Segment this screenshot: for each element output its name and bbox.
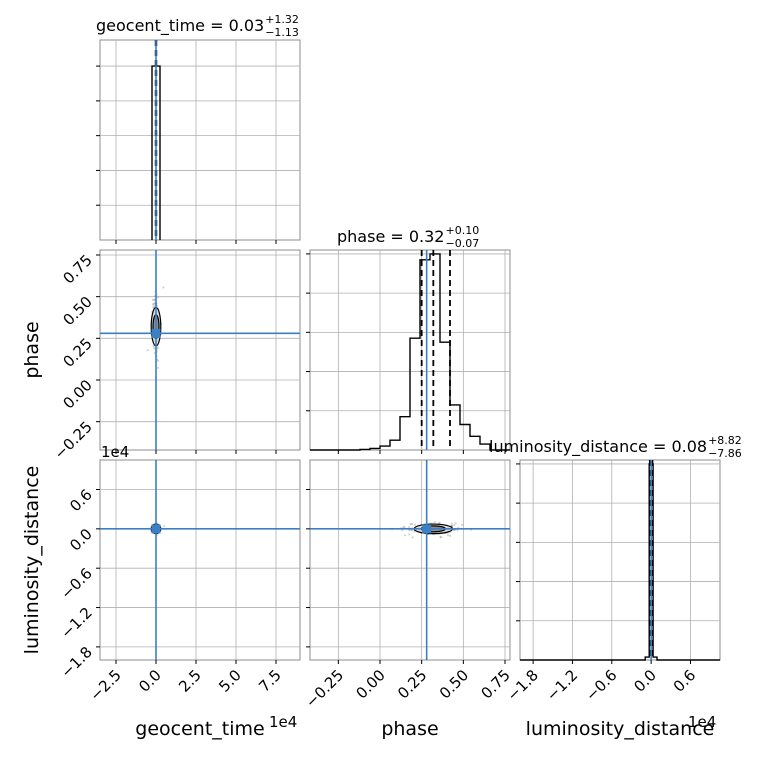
xticklabel-luminosity_distance-3: 0.0 <box>630 666 660 696</box>
title-phase-plus: +0.10 <box>445 224 479 237</box>
scatter-point <box>440 536 443 539</box>
scatter-point <box>409 529 412 532</box>
yticklabel-luminosity_distance-0: −1.8 <box>57 643 95 681</box>
title-geocent-time: geocent_time = 0.03 <box>96 16 264 36</box>
xlabel-geocent-time: geocent_time <box>135 718 264 740</box>
scatter-point <box>409 523 412 526</box>
scatter-point <box>152 303 155 306</box>
scatter-point <box>408 533 411 536</box>
panel-frame-1-0 <box>99 249 301 451</box>
xticklabel-luminosity_distance-2: −0.6 <box>582 666 620 704</box>
yticklabel-phase-4: 0.75 <box>59 251 95 287</box>
scatter-point <box>152 306 155 309</box>
xticklabel-luminosity_distance-4: 0.6 <box>670 666 700 696</box>
xticklabel-phase-2: 0.25 <box>394 666 430 702</box>
scatter-point <box>153 298 156 301</box>
panel-frame-0-0 <box>99 39 301 241</box>
scatter-point <box>438 521 441 525</box>
scatter-point <box>153 347 156 350</box>
truth-marker <box>151 524 161 534</box>
scatter-point <box>151 298 154 301</box>
histogram-luminosity_distance <box>520 463 720 661</box>
data-marks <box>100 40 720 661</box>
scatter-point <box>403 525 406 529</box>
yticklabel-phase-1: 0.00 <box>59 376 95 412</box>
yticklabel-phase-0: −0.25 <box>51 418 96 463</box>
yticklabel-luminosity_distance-1: −1.2 <box>57 604 95 642</box>
yticklabel-luminosity_distance-2: −0.6 <box>57 564 95 602</box>
yticklabel-phase-2: 0.25 <box>59 334 95 370</box>
scatter-point <box>152 345 155 348</box>
scatter-point <box>448 534 452 537</box>
scatter-point <box>402 526 405 529</box>
panel-2d-luminosity_distance-vs-phase <box>310 460 510 660</box>
scatter-point <box>446 534 450 537</box>
xlabel-luminosity-distance: luminosity_distance <box>526 718 715 740</box>
xticklabel-phase-0: −0.25 <box>302 666 347 711</box>
title-luminosity-distance-minus: −7.86 <box>708 447 742 460</box>
scatter-point <box>156 346 160 349</box>
offset-text-luminosity-distance-x: 1e4 <box>688 713 716 731</box>
scatter-point <box>439 535 442 539</box>
xticklabel-geocent_time-1: 0.0 <box>135 666 165 696</box>
panel-frames <box>99 39 721 661</box>
panel-2d-phase-vs-geocent_time <box>100 250 300 450</box>
panel-frame-2-0 <box>99 459 301 661</box>
truth-marker <box>422 524 432 534</box>
xticklabel-geocent_time-2: 2.5 <box>175 666 205 696</box>
scatter-point <box>453 523 456 527</box>
scatter-point <box>162 286 165 289</box>
xticklabel-geocent_time-3: 5.0 <box>215 666 245 696</box>
panel-frame-2-1 <box>309 459 511 661</box>
truth-marker <box>151 328 161 338</box>
xticklabel-luminosity_distance-0: −1.8 <box>503 666 541 704</box>
panel-frame-2-2 <box>519 459 721 661</box>
scatter-point <box>156 296 160 299</box>
panel-frame-1-1 <box>309 249 511 451</box>
yticklabel-luminosity_distance-3: 0.0 <box>66 525 96 555</box>
xlabel-phase: phase <box>381 718 438 740</box>
xticklabel-luminosity_distance-1: −1.2 <box>543 666 581 704</box>
tick-labels: −2.5 0.0 2.5 5.0 7.5 −0.25 0.00 0.25 0.50 0.75−1.… <box>51 251 700 711</box>
title-phase-minus: −0.07 <box>445 237 479 250</box>
panel-2d-luminosity_distance-vs-geocent_time <box>100 460 300 660</box>
yticklabel-phase-3: 0.50 <box>59 293 95 329</box>
scatter-point <box>156 359 159 362</box>
histogram-phase <box>310 253 510 451</box>
offset-text-luminosity-distance-y: 1e4 <box>101 443 129 461</box>
scatter-point <box>454 522 457 525</box>
xticklabel-geocent_time-0: −2.5 <box>86 666 124 704</box>
title-geocent-time-minus: −1.13 <box>265 26 299 39</box>
tick-marks <box>96 65 691 664</box>
ylabel-luminosity-distance: luminosity_distance <box>21 466 43 655</box>
scatter-point <box>157 366 160 369</box>
title-phase: phase = 0.32 <box>337 227 444 246</box>
scatter-point <box>146 349 149 352</box>
xticklabel-phase-1: 0.00 <box>352 666 388 702</box>
ylabel-phase: phase <box>21 321 43 378</box>
scatter-point <box>163 525 166 528</box>
scatter-point <box>407 526 410 529</box>
scatter-point <box>411 536 414 539</box>
scatter-point <box>433 521 436 524</box>
xticklabel-geocent_time-4: 7.5 <box>255 666 285 696</box>
xticklabel-phase-3: 0.50 <box>436 666 472 702</box>
title-geocent-time-plus: +1.32 <box>265 13 299 26</box>
scatter-point <box>460 523 464 526</box>
scatter-point <box>403 534 407 537</box>
title-luminosity-distance: luminosity_distance = 0.08 <box>489 437 707 457</box>
scatter-point <box>152 302 155 306</box>
scatter-point <box>410 522 414 526</box>
title-luminosity-distance-plus: +8.82 <box>708 434 742 447</box>
scatter-point <box>414 523 417 526</box>
offset-text-geocent-time-x: 1e4 <box>269 713 297 731</box>
scatter-point <box>450 522 453 525</box>
yticklabel-luminosity_distance-4: 0.6 <box>66 486 96 516</box>
